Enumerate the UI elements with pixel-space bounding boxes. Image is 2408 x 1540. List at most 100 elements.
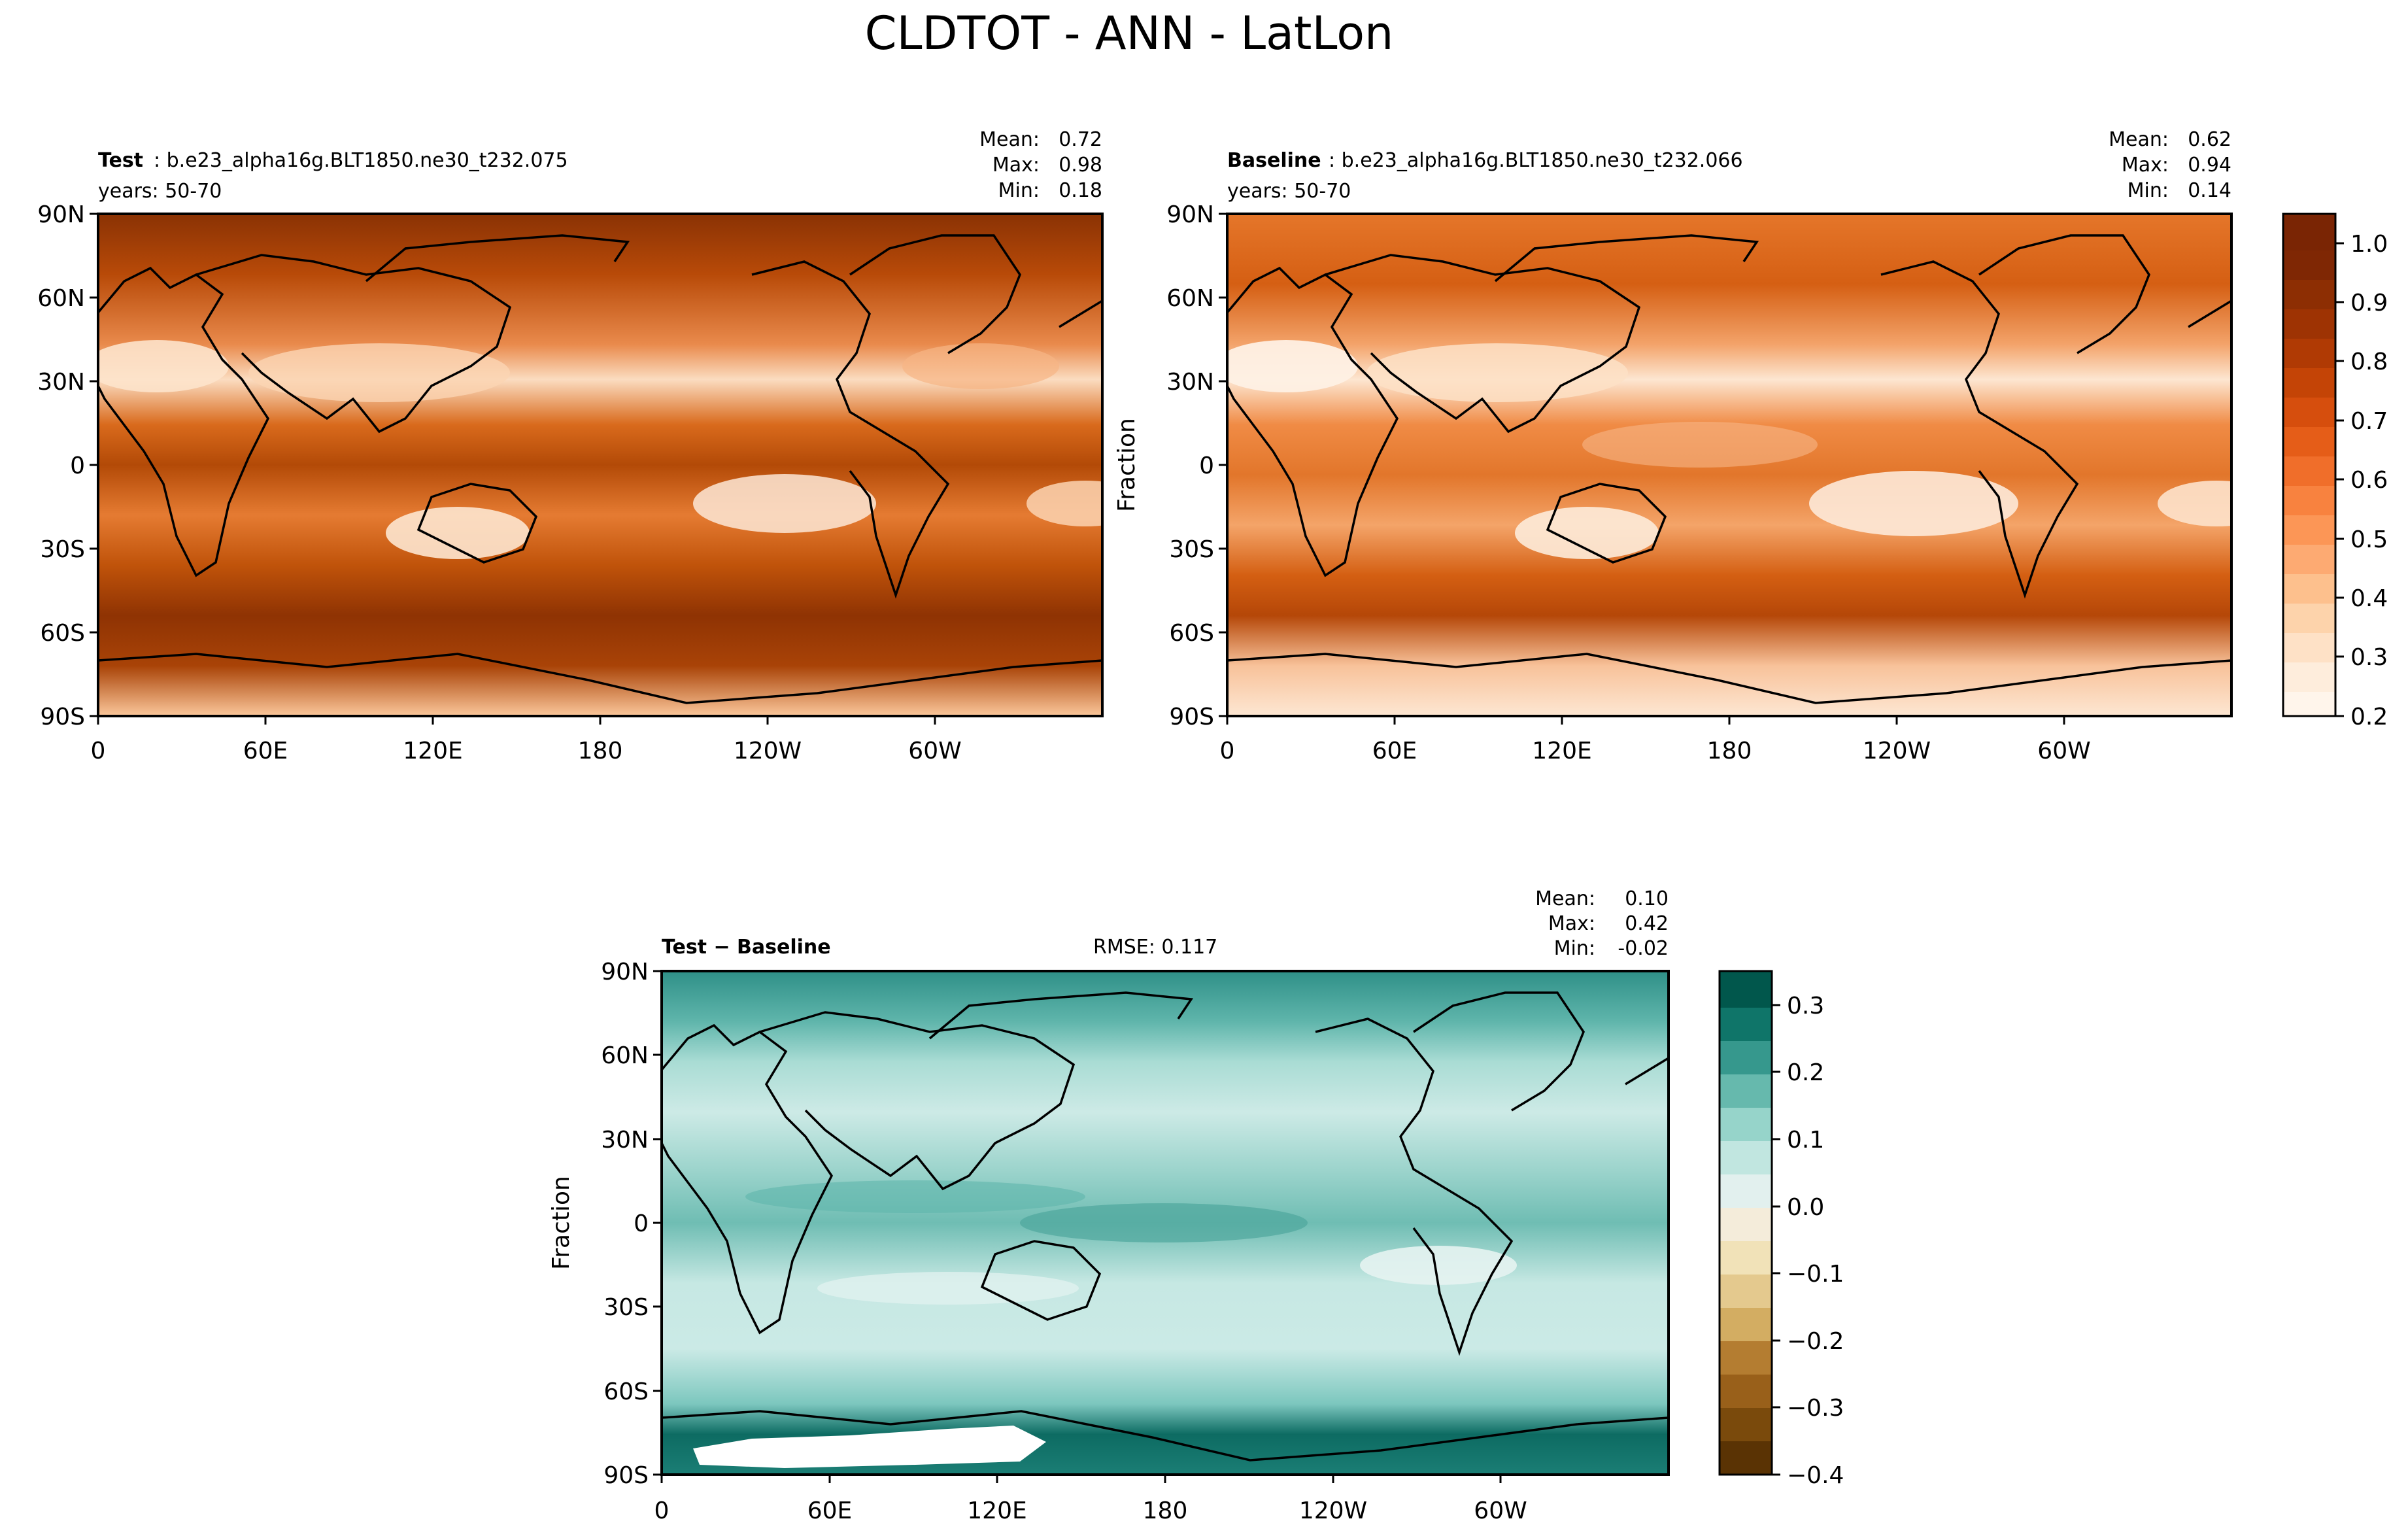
test-min-value: 0.18 [1059,179,1102,202]
difference-ytick-label: 0 [634,1210,649,1237]
colorbar1-tick-label: 1.0 [2350,231,2388,258]
difference-ytick-label: 60S [603,1378,649,1405]
test-xtick-label: 0 [91,738,106,764]
colorbar2-tick-label: 0.0 [1787,1194,1824,1221]
difference-max-value: 0.42 [1625,912,1669,935]
difference-max-label: Max: [1548,912,1595,935]
colorbar1-tick-label: 0.4 [2350,585,2388,612]
test-ytick-label: 60S [40,620,85,647]
colorbar1-tick-label: 0.9 [2350,290,2388,317]
baseline-ytick-label: 30S [1169,536,1214,563]
test-xtick-label: 180 [578,738,623,764]
colorbar2-tick-label: −0.1 [1787,1261,1844,1288]
difference-ytick-label: 90S [603,1462,649,1489]
colorbar1-tick-label: 0.2 [2350,704,2388,730]
colorbar1-tick-label: 0.7 [2350,408,2388,435]
colorbar1-tick-label: 0.5 [2350,526,2388,553]
difference-title: Test − Baseline [662,936,831,959]
test-max-label: Max: [992,154,1040,177]
baseline-xtick-label: 0 [1220,738,1235,764]
test-xtick-label: 120E [403,738,462,764]
baseline-ytick-label: 0 [1199,453,1214,479]
baseline-years: years: 50-70 [1227,180,1351,203]
baseline-panel: Baseline : b.e23_alpha16g.BLT1850.ne30_t… [1113,128,2388,764]
difference-min-label: Min: [1554,937,1595,960]
baseline-yticks [1219,213,1227,717]
baseline-ytick-label: 60N [1166,285,1214,312]
test-mean-value: 0.72 [1059,128,1102,151]
difference-mean-label: Mean: [1535,887,1595,910]
difference-yticks [653,970,662,1476]
test-title-bold: Test [98,149,143,172]
test-panel: Test : b.e23_alpha16g.BLT1850.ne30_t232.… [37,128,1104,764]
baseline-colorbar: 1.0 0.9 0.8 0.7 0.6 0.5 0.4 0.3 0.2 [2282,213,2388,730]
test-xtick-label: 60E [243,738,288,764]
test-xtick-label: 60W [908,738,961,764]
baseline-xtick-label: 60E [1372,738,1417,764]
test-ytick-label: 30N [37,369,85,396]
baseline-mean-value: 0.62 [2188,128,2231,151]
test-xtick-label: 120W [734,738,802,764]
colorbar2-tick-label: 0.2 [1787,1059,1824,1086]
baseline-ytick-label: 30N [1166,369,1214,396]
test-title-case: : b.e23_alpha16g.BLT1850.ne30_t232.075 [154,149,568,172]
test-years: years: 50-70 [98,180,222,203]
baseline-xtick-label: 120W [1863,738,1931,764]
difference-coastlines [662,991,1669,1462]
test-coastlines [98,234,1102,704]
test-mean-label: Mean: [979,128,1040,151]
difference-xtick-label: 60W [1474,1497,1527,1524]
baseline-coastlines [1227,234,2231,704]
test-ytick-label: 90S [40,704,85,730]
difference-xticks [660,1475,1502,1483]
baseline-xticks [1226,716,2065,725]
difference-xtick-label: 120W [1299,1497,1367,1524]
test-ytick-label: 90N [37,201,85,228]
test-xticks [97,716,936,725]
baseline-title-case: : b.e23_alpha16g.BLT1850.ne30_t232.066 [1329,149,1743,172]
baseline-xtick-label: 60W [2037,738,2090,764]
difference-ytick-label: 30S [603,1294,649,1321]
difference-rmse: RMSE: 0.117 [1093,936,1217,959]
baseline-max-value: 0.94 [2188,154,2231,177]
baseline-mean-label: Mean: [2109,128,2169,151]
figure-title: CLDTOT - ANN - LatLon [865,7,1394,60]
difference-min-value: -0.02 [1618,937,1669,960]
difference-ytick-label: 90N [601,959,649,985]
difference-mean-value: 0.10 [1625,887,1669,910]
colorbar1-tick-label: 0.3 [2350,644,2388,671]
baseline-xtick-label: 120E [1532,738,1591,764]
colorbar2-tick-label: 0.1 [1787,1127,1824,1154]
baseline-max-label: Max: [2122,154,2169,177]
difference-xtick-label: 180 [1143,1497,1188,1524]
colorbar2-tick-label: −0.3 [1787,1395,1844,1422]
baseline-ytick-label: 90N [1166,201,1214,228]
difference-xtick-label: 120E [967,1497,1026,1524]
difference-xtick-label: 60E [807,1497,853,1524]
test-max-value: 0.98 [1059,154,1102,177]
difference-xtick-label: 0 [654,1497,670,1524]
colorbar1-tick-label: 0.8 [2350,349,2388,375]
test-yticks [90,213,98,717]
test-ytick-label: 60N [37,285,85,312]
test-ytick-label: 0 [70,453,85,479]
difference-ytick-label: 60N [601,1042,649,1069]
colorbar2-tick-label: −0.4 [1787,1462,1844,1489]
baseline-ytick-label: 90S [1169,704,1214,730]
colorbar2-tick-label: −0.2 [1787,1328,1844,1355]
baseline-ylabel: Fraction [1113,418,1140,512]
test-min-label: Min: [998,179,1040,202]
baseline-title-bold: Baseline [1227,149,1321,172]
baseline-xtick-label: 180 [1707,738,1752,764]
difference-colorbar: 0.3 0.2 0.1 0.0 −0.1 −0.2 −0.3 −0.4 [1718,970,1844,1489]
difference-ytick-label: 30N [601,1127,649,1154]
difference-panel: Test − Baseline RMSE: 0.117 Mean: 0.10 M… [548,887,1844,1524]
test-ytick-label: 30S [40,536,85,563]
colorbar2-tick-label: 0.3 [1787,993,1824,1019]
test-field [98,214,1102,716]
baseline-min-label: Min: [2128,179,2169,202]
baseline-min-value: 0.14 [2188,179,2231,202]
baseline-ytick-label: 60S [1169,620,1214,647]
difference-ylabel: Fraction [548,1176,575,1270]
